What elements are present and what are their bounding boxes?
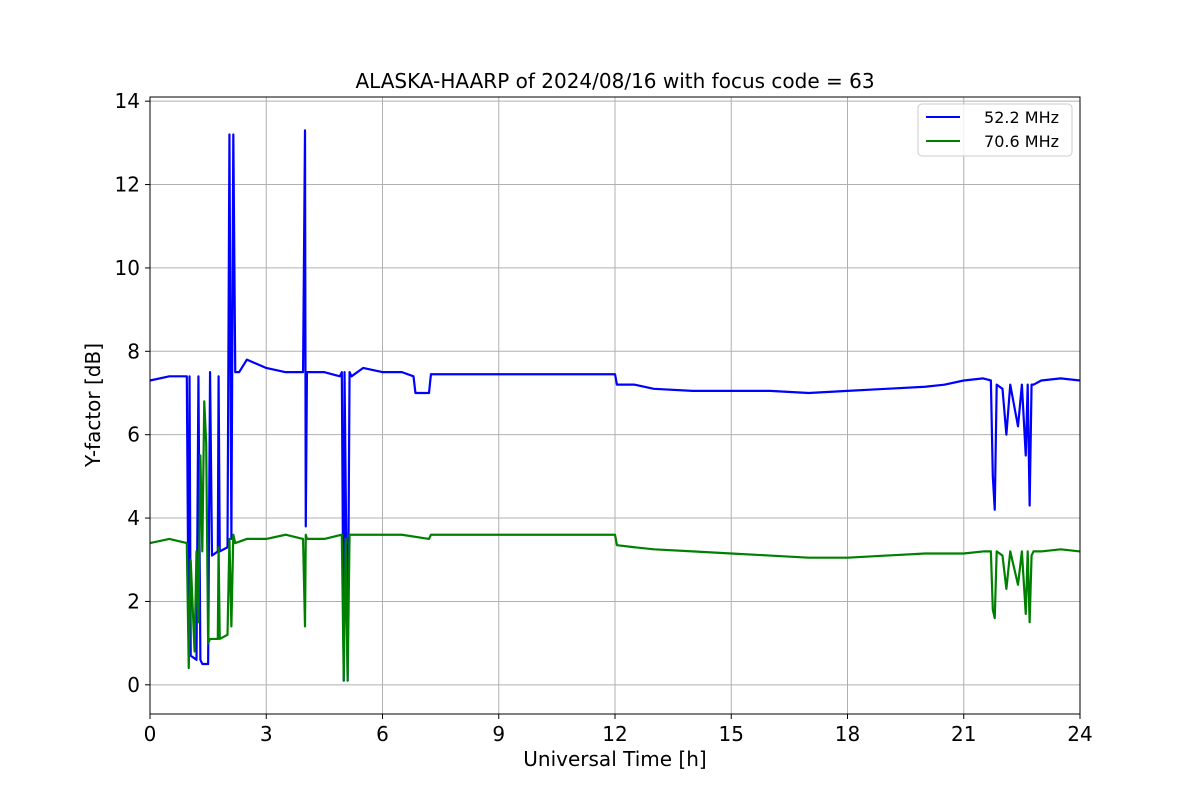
plot-area <box>149 129 1081 682</box>
y-tick-label: 10 <box>115 256 140 280</box>
x-axis-ticks: 0 3 6 9 12 15 18 21 24 <box>144 714 1093 746</box>
y-tick-label: 2 <box>127 589 140 613</box>
chart-title: ALASKA-HAARP of 2024/08/16 with focus co… <box>355 69 874 93</box>
x-axis-label: Universal Time [h] <box>523 747 706 771</box>
y-axis-ticks: 0 2 4 6 8 10 12 14 <box>115 89 150 697</box>
series-line-0 <box>149 129 1081 682</box>
y-tick-label: 14 <box>115 89 140 113</box>
legend-label-52-mhz: 52.2 MHz <box>984 108 1059 127</box>
x-tick-label: 12 <box>602 722 627 746</box>
x-tick-label: 21 <box>951 722 976 746</box>
x-tick-label: 9 <box>492 722 505 746</box>
legend-label-70-mhz: 70.6 MHz <box>984 132 1059 151</box>
y-tick-label: 4 <box>127 506 140 530</box>
series-line-1 <box>149 400 1081 682</box>
y-tick-label: 6 <box>127 423 140 447</box>
x-tick-label: 15 <box>719 722 744 746</box>
y-tick-label: 8 <box>127 339 140 363</box>
y-axis-label: Y-factor [dB] <box>81 343 105 468</box>
x-tick-label: 0 <box>144 722 157 746</box>
y-tick-label: 12 <box>115 173 140 197</box>
series-layer <box>149 129 1081 682</box>
x-tick-label: 18 <box>835 722 860 746</box>
y-tick-label: 0 <box>127 673 140 697</box>
x-tick-label: 3 <box>260 722 273 746</box>
x-tick-label: 24 <box>1067 722 1092 746</box>
legend: 52.2 MHz 70.6 MHz <box>917 103 1073 157</box>
x-tick-label: 6 <box>376 722 389 746</box>
